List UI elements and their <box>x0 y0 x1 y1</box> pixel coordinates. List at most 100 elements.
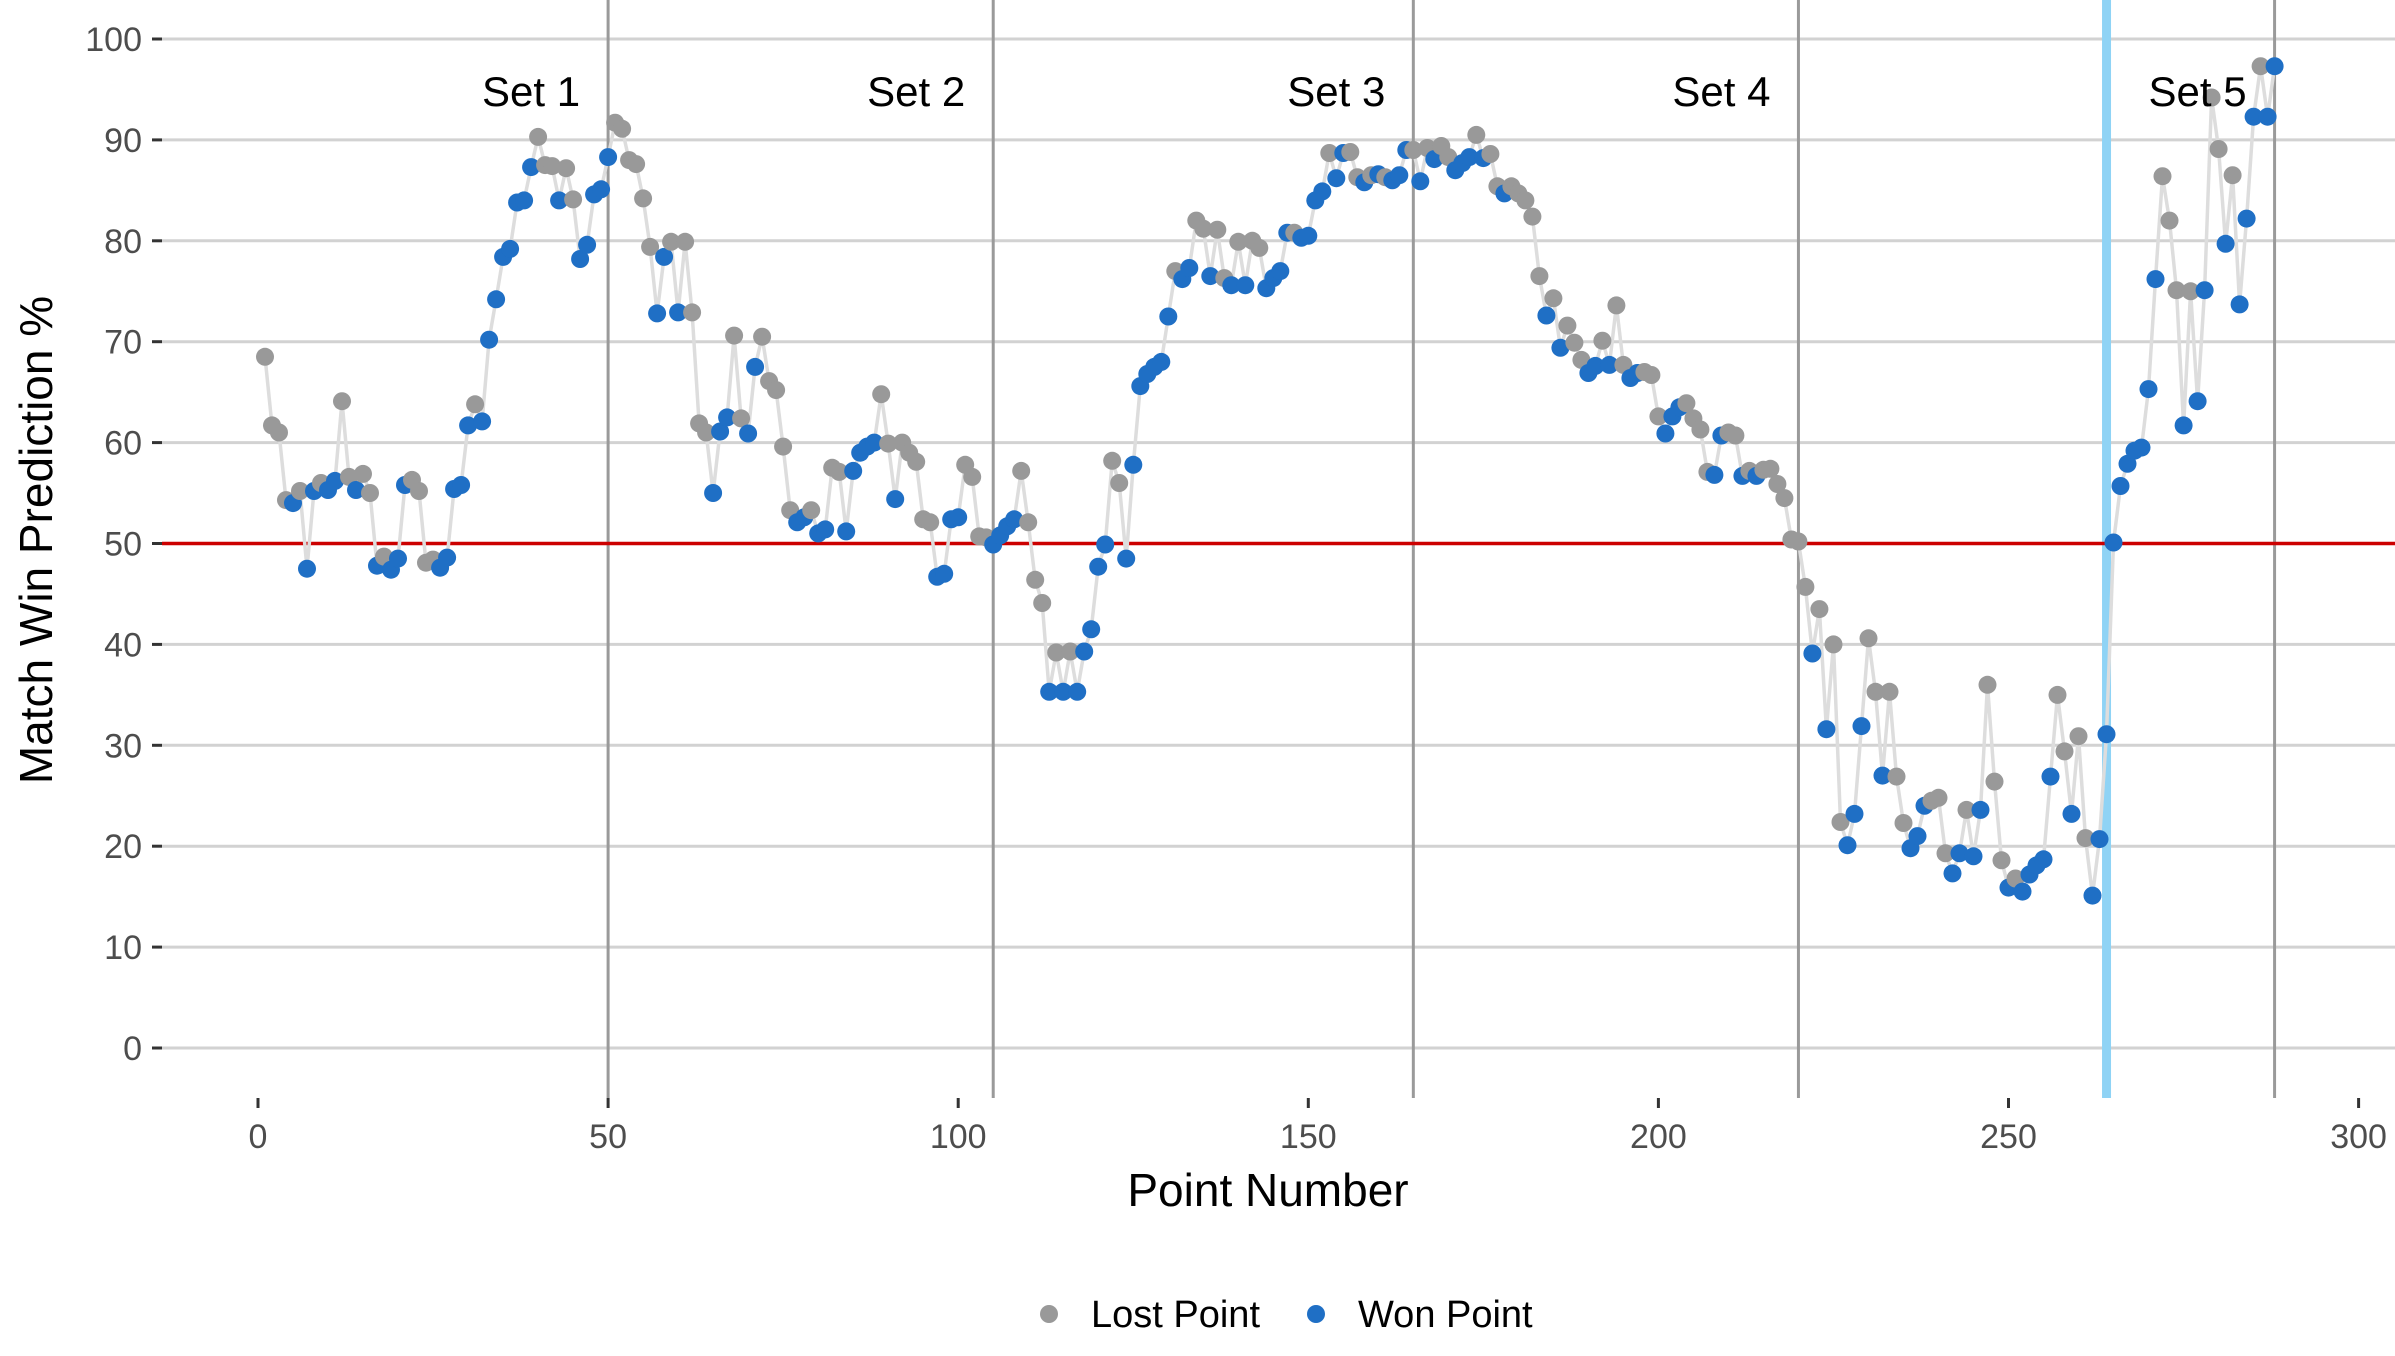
lost-point <box>1880 682 1899 701</box>
won-point <box>739 424 758 443</box>
lost-point <box>753 327 772 346</box>
won-point <box>1054 682 1073 701</box>
won-point <box>2062 804 2081 823</box>
won-point <box>1908 827 1927 846</box>
axes: 0 10 20 30 40 50 60 70 80 90 100 0 50 100 150 200 250 300 <box>85 21 2387 1156</box>
lost-point <box>1810 600 1829 619</box>
won-point <box>886 490 905 509</box>
won-point <box>2132 438 2151 457</box>
won-point <box>550 191 569 210</box>
won-point <box>347 481 365 499</box>
lost-point <box>1208 220 1227 239</box>
x-tick-label: 200 <box>1630 1118 1687 1156</box>
won-point <box>704 484 723 502</box>
won-point <box>1656 424 1675 443</box>
lost-point <box>354 464 372 483</box>
lost-point <box>2160 211 2179 230</box>
lost-point <box>697 423 716 442</box>
lost-point <box>1019 513 1038 532</box>
won-point <box>1159 307 1178 326</box>
lost-point <box>1677 394 1696 413</box>
won-point <box>452 476 471 494</box>
won-point <box>648 304 667 323</box>
y-tick-label: 100 <box>85 21 142 59</box>
lost-point <box>1936 844 1955 863</box>
lost-point <box>732 409 751 428</box>
won-point <box>1705 465 1724 484</box>
lost-point <box>1558 316 1577 335</box>
lost-point <box>802 501 821 520</box>
lost-point <box>830 462 849 481</box>
x-tick-label: 300 <box>2330 1118 2387 1156</box>
won-point <box>1299 226 1318 245</box>
won-point <box>1817 720 1836 739</box>
won-point <box>1873 766 1892 785</box>
lost-point <box>1824 635 1843 654</box>
lost-point <box>921 513 940 532</box>
won-point <box>1271 262 1290 281</box>
won-point <box>2097 725 2116 744</box>
won-point <box>1089 557 1108 576</box>
won-point <box>1460 148 1479 167</box>
won-point <box>844 461 863 480</box>
lost-point <box>767 381 786 400</box>
lost-point <box>1061 642 1080 661</box>
won-point <box>711 422 730 441</box>
won-point <box>2090 830 2109 849</box>
won-point <box>473 412 492 431</box>
lost-point <box>2167 281 2186 300</box>
lost-point <box>1194 219 1213 238</box>
won-point <box>1964 847 1983 866</box>
won-point <box>816 520 835 539</box>
lost-point <box>1341 143 1360 161</box>
won-point <box>522 158 541 177</box>
set-label: Set 4 <box>1672 68 1770 115</box>
lost-point <box>1047 643 1066 662</box>
lost-point <box>1796 577 1815 596</box>
lost-point <box>543 157 562 176</box>
lost-point <box>1026 570 1045 589</box>
x-axis-title: Point Number <box>1127 1164 1408 1216</box>
won-point <box>326 471 344 490</box>
lost-point <box>410 482 428 500</box>
won-point <box>1313 182 1332 201</box>
won-point <box>1551 338 1570 357</box>
lost-point <box>872 385 891 404</box>
lost-point <box>1887 767 1906 786</box>
won-point <box>2146 270 2165 289</box>
lost-point <box>1789 532 1808 551</box>
lost-point <box>2069 727 2088 746</box>
won-point <box>2216 234 2235 253</box>
won-point <box>2258 107 2277 126</box>
lost-point <box>879 434 898 453</box>
y-tick-label: 60 <box>104 425 142 463</box>
x-tick-label: 100 <box>930 1118 987 1156</box>
won-point <box>1201 267 1220 286</box>
won-point <box>515 191 534 210</box>
won-point <box>1950 844 1969 863</box>
prediction-line <box>263 64 2277 898</box>
lost-point <box>2202 88 2221 107</box>
y-tick-label: 80 <box>104 223 142 261</box>
won-point <box>480 330 499 349</box>
set-labels: Set 1 Set 2 Set 3 Set 4 Set 5 <box>482 68 2247 115</box>
won-point <box>1180 259 1199 277</box>
won-point <box>2230 295 2249 314</box>
lost-point <box>1831 813 1850 831</box>
lost-point <box>627 155 646 174</box>
lost-point <box>564 190 583 209</box>
y-tick-label: 50 <box>104 526 142 564</box>
lost-point <box>1859 629 1878 648</box>
lost-point <box>1530 267 1549 286</box>
lost-point <box>2223 166 2242 185</box>
lost-point <box>1565 333 1584 352</box>
won-point <box>949 508 968 527</box>
lost-point <box>774 437 793 456</box>
lost-point <box>270 423 288 442</box>
set-label: Set 1 <box>482 68 580 115</box>
lost-point <box>1649 407 1668 426</box>
lost-point <box>557 159 576 178</box>
won-point <box>746 357 765 376</box>
won-point <box>837 522 856 541</box>
